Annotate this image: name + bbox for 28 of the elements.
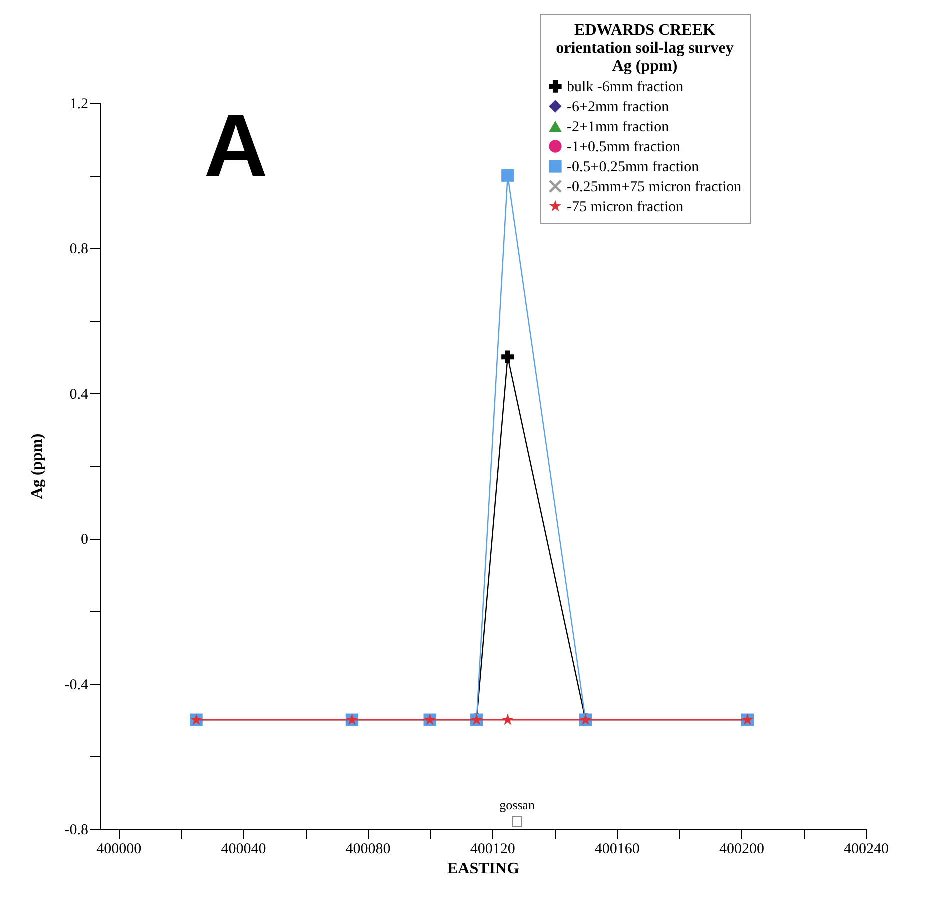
x-tick-label: 400240 xyxy=(844,842,889,858)
point xyxy=(502,714,514,726)
point xyxy=(502,169,514,182)
legend-label: -0.25mm+75 micron fraction xyxy=(567,180,742,196)
x-tick-label: 400040 xyxy=(221,842,266,858)
legend-label: bulk -6mm fraction xyxy=(567,80,684,96)
legend-label: -75 micron fraction xyxy=(567,200,684,216)
x-tick-label: 400200 xyxy=(719,842,764,858)
legend-label: -6+2mm fraction xyxy=(567,100,670,116)
legend-label: -2+1mm fraction xyxy=(567,120,670,136)
y-axis-title: Ag (ppm) xyxy=(28,434,46,500)
y-tick-label: 0.4 xyxy=(70,386,89,403)
y-tick-label: 1.2 xyxy=(70,96,88,112)
y-tick-label: 0.8 xyxy=(70,242,88,258)
x-tick-label: 400080 xyxy=(346,842,391,858)
y-tick-label: 0 xyxy=(81,532,88,548)
annotation: A xyxy=(204,96,268,195)
legend-title: EDWARDS CREEK orientation soil-lag survey Ag (ppm) xyxy=(556,22,734,75)
legend-label: -1+0.5mm fraction xyxy=(567,140,681,156)
point xyxy=(502,350,514,364)
legend-label: -0.5+0.25mm fraction xyxy=(567,160,700,176)
x-tick-label: 400120 xyxy=(470,842,516,858)
y-tick-label: -0.8 xyxy=(64,822,88,838)
y-tick-label: -0.4 xyxy=(64,677,89,694)
annotation: gossan xyxy=(500,798,536,813)
x-tick-label: 400160 xyxy=(594,842,640,858)
x-tick-label: 400000 xyxy=(96,842,142,858)
x-axis-title: EASTING xyxy=(447,860,520,878)
